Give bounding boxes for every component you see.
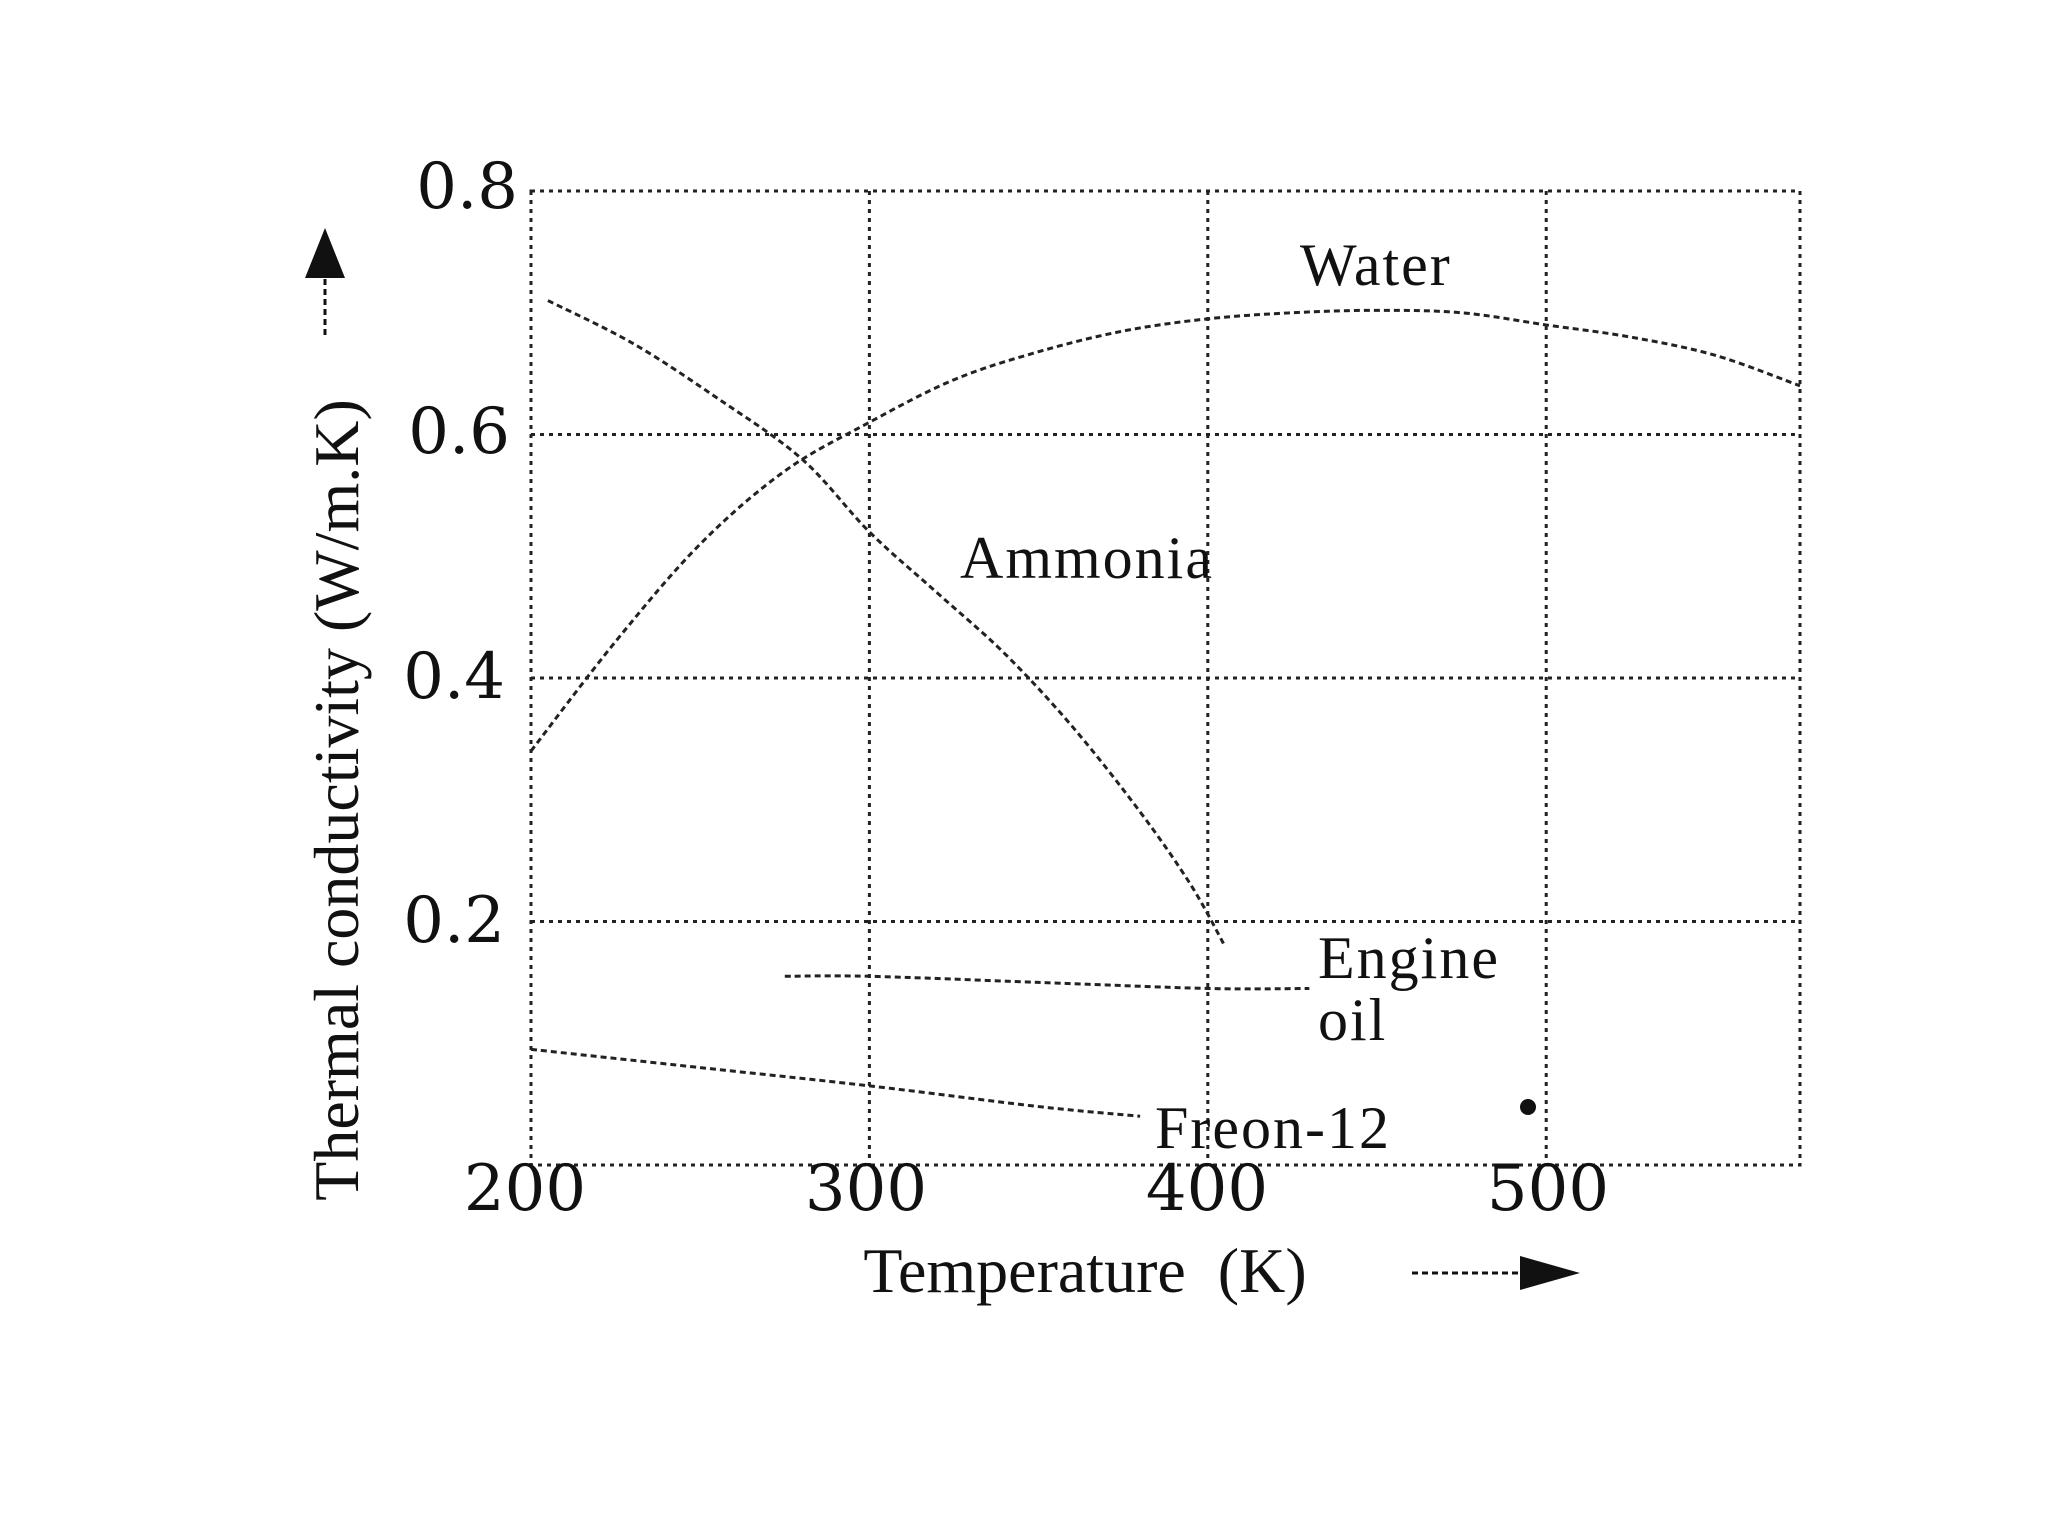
series-line-engine-oil [784, 974, 1310, 991]
curve-layer [529, 299, 1801, 1118]
series-label-engine-oil-line1: Engine [1318, 925, 1500, 991]
series-line-freon-12 [530, 1047, 1141, 1118]
series-label-freon-12: Freon-12 [1155, 1095, 1391, 1161]
x-tick-label-500: 500 [1487, 1152, 1609, 1226]
series-line-ammonia [547, 299, 1227, 947]
x-axis-arrow-icon [1520, 1256, 1580, 1290]
y-tick-label-0.8: 0.8 [416, 150, 518, 224]
x-axis-label: Temperature (K) [863, 1235, 1306, 1306]
y-tick-label-0.4: 0.4 [403, 640, 505, 714]
y-axis-arrow-icon [305, 228, 345, 278]
y-axis-label: Thermal conductivity (W/m.K) [301, 399, 372, 1201]
y-tick-label-0.6: 0.6 [408, 395, 510, 469]
x-tick-label-300: 300 [805, 1152, 927, 1226]
series-label-water: Water [1300, 232, 1452, 298]
y-tick-label-0.2: 0.2 [403, 884, 505, 958]
ink-speck [1520, 1099, 1536, 1115]
x-tick-label-400: 400 [1146, 1152, 1268, 1226]
series-label-ammonia: Ammonia [960, 525, 1214, 591]
grid-layer [529, 189, 1802, 1167]
series-label-engine-oil-line2: oil [1318, 987, 1387, 1053]
x-tick-label-200: 200 [464, 1152, 586, 1226]
